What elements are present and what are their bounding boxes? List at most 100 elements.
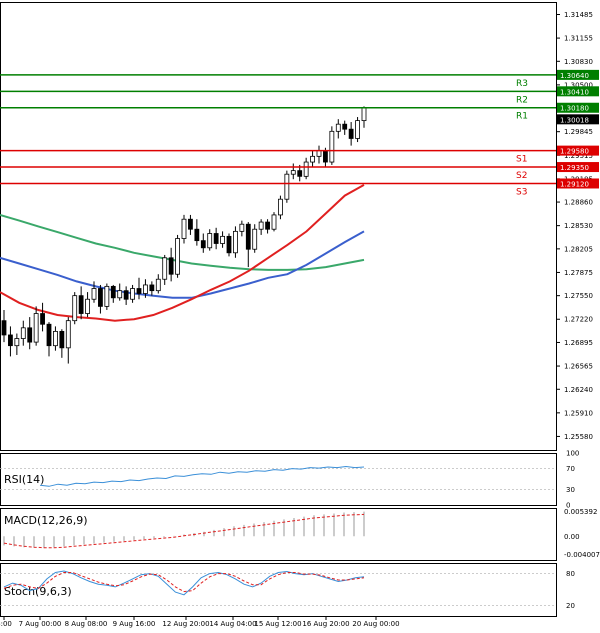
stoch-d-line (3, 572, 365, 593)
x-tick-label: 6:00 (0, 620, 12, 628)
level-label-s2: S2 (516, 171, 527, 181)
candle-down (149, 284, 155, 292)
level-tag-bg (557, 69, 599, 80)
level-label-r1: R1 (516, 112, 528, 122)
level-tag-s3: 1.29120 (560, 180, 589, 188)
candle-up (33, 313, 39, 343)
price-tick-label: 1.26240 (564, 386, 593, 394)
price-tick-label: 1.28205 (564, 245, 593, 253)
level-tag-bg (557, 102, 599, 113)
candle-up (155, 278, 161, 292)
rsi-title: RSI(14) (4, 473, 44, 486)
stoch-k-line (3, 570, 365, 596)
candle-up (252, 228, 258, 250)
level-label-s1: S1 (516, 155, 527, 165)
candle-up (316, 150, 322, 157)
ma-slow-green-line (0, 213, 365, 271)
candle-down (188, 218, 193, 230)
candle-up (65, 320, 71, 349)
candle-up (355, 120, 360, 139)
ma-mid-blue-line (0, 230, 365, 299)
panel-frame-3 (0, 563, 557, 617)
candle-up (329, 130, 335, 163)
rsi-line (39, 465, 365, 487)
level-tag-bg (557, 145, 599, 156)
level-label-s3: S3 (516, 187, 527, 197)
price-tick-label: 1.29515 (564, 152, 593, 160)
level-tag-r2: 1.30410 (560, 88, 589, 96)
current-price-tag: 1.30018 (560, 116, 589, 124)
candle-down (168, 257, 174, 275)
candle-up (143, 284, 148, 294)
candle-down (110, 285, 116, 299)
rsi-tick-label: 0 (566, 502, 570, 510)
level-tag-r3: 1.30640 (560, 72, 589, 80)
x-tick-label: 20 Aug 00:00 (352, 620, 399, 628)
candle-up (53, 330, 58, 347)
panel-frame-2 (0, 508, 557, 561)
stoch-title: Stoch(9,6,3) (4, 585, 72, 598)
candle-up (91, 288, 97, 300)
candle-up (284, 173, 290, 200)
candle-up (310, 155, 315, 163)
macd-signal-line (3, 513, 365, 549)
x-tick-label: 12 Aug 20:00 (162, 620, 209, 628)
price-tick-label: 1.25580 (564, 433, 593, 441)
candle-down (245, 223, 251, 250)
candle-down (323, 150, 328, 163)
x-tick-label: 14 Aug 04:00 (209, 620, 256, 628)
candle-down (123, 290, 129, 300)
macd-tick-label: 0.00 (564, 533, 580, 541)
candle-down (213, 233, 219, 244)
candle-up (233, 230, 238, 254)
candle-down (27, 327, 33, 343)
candle-up (104, 285, 110, 307)
price-tick-label: 1.27550 (564, 292, 593, 300)
x-tick-label: 16 Aug 20:00 (302, 620, 349, 628)
candle-down (98, 288, 103, 307)
panel-frame-1 (0, 453, 557, 506)
candle-up (335, 123, 341, 132)
price-tick-label: 1.28860 (564, 199, 593, 207)
rsi-tick-label: 70 (566, 465, 575, 473)
candle-up (85, 298, 90, 314)
candle-up (117, 290, 123, 299)
level-tag-s2: 1.29350 (560, 164, 589, 172)
price-tick-label: 1.31155 (564, 35, 593, 43)
candle-up (278, 198, 283, 216)
candle-up (175, 238, 180, 275)
candle-down (342, 123, 348, 130)
panel-frame-0 (0, 2, 557, 451)
price-tick-label: 1.29845 (564, 128, 593, 136)
candle-down (200, 240, 206, 249)
candle-up (130, 288, 135, 300)
level-tag-s1: 1.29580 (560, 148, 589, 156)
price-tick-label: 1.26565 (564, 363, 593, 371)
candle-down (226, 235, 232, 254)
candle-down (46, 323, 52, 347)
candle-down (136, 288, 142, 294)
candle-up (72, 295, 78, 322)
candle-down (8, 334, 13, 347)
rsi-tick-label: 100 (566, 450, 579, 458)
x-tick-label: 9 Aug 16:00 (113, 620, 156, 628)
candle-up (207, 233, 213, 249)
candle-up (239, 223, 245, 232)
candle-down (40, 313, 45, 325)
price-tick-label: 1.30830 (564, 58, 593, 66)
candle-up (290, 170, 296, 175)
level-label-r2: R2 (516, 95, 528, 105)
candle-down (348, 128, 354, 139)
candle-down (297, 170, 303, 177)
macd-tick-label: 0.005392 (564, 508, 597, 516)
price-tick-label: 1.25910 (564, 409, 593, 417)
candle-up (181, 218, 187, 239)
candle-up (303, 161, 309, 177)
price-tick-label: 1.27875 (564, 269, 593, 277)
level-tag-bg (557, 162, 599, 173)
candle-down (59, 330, 65, 349)
price-tick-label: 1.28530 (564, 222, 593, 230)
candle-up (220, 235, 225, 244)
